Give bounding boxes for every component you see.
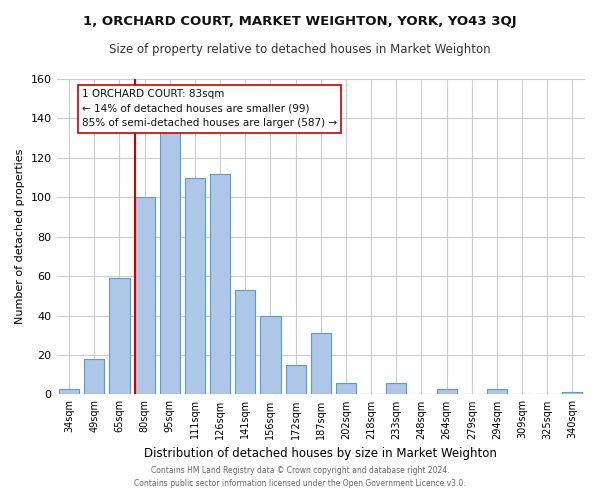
Y-axis label: Number of detached properties: Number of detached properties bbox=[15, 149, 25, 324]
Bar bbox=[160, 132, 180, 394]
Bar bbox=[386, 382, 406, 394]
Bar bbox=[235, 290, 256, 395]
Bar bbox=[260, 316, 281, 394]
Text: Size of property relative to detached houses in Market Weighton: Size of property relative to detached ho… bbox=[109, 42, 491, 56]
Text: 1 ORCHARD COURT: 83sqm
← 14% of detached houses are smaller (99)
85% of semi-det: 1 ORCHARD COURT: 83sqm ← 14% of detached… bbox=[82, 89, 337, 128]
Bar bbox=[210, 174, 230, 394]
Bar bbox=[59, 388, 79, 394]
Bar bbox=[311, 334, 331, 394]
X-axis label: Distribution of detached houses by size in Market Weighton: Distribution of detached houses by size … bbox=[145, 447, 497, 460]
Bar bbox=[84, 359, 104, 394]
Bar bbox=[562, 392, 583, 394]
Bar bbox=[134, 198, 155, 394]
Text: Contains HM Land Registry data © Crown copyright and database right 2024.
Contai: Contains HM Land Registry data © Crown c… bbox=[134, 466, 466, 487]
Bar bbox=[185, 178, 205, 394]
Bar bbox=[487, 388, 507, 394]
Bar bbox=[437, 388, 457, 394]
Bar bbox=[336, 382, 356, 394]
Text: 1, ORCHARD COURT, MARKET WEIGHTON, YORK, YO43 3QJ: 1, ORCHARD COURT, MARKET WEIGHTON, YORK,… bbox=[83, 15, 517, 28]
Bar bbox=[109, 278, 130, 394]
Bar bbox=[286, 365, 305, 394]
